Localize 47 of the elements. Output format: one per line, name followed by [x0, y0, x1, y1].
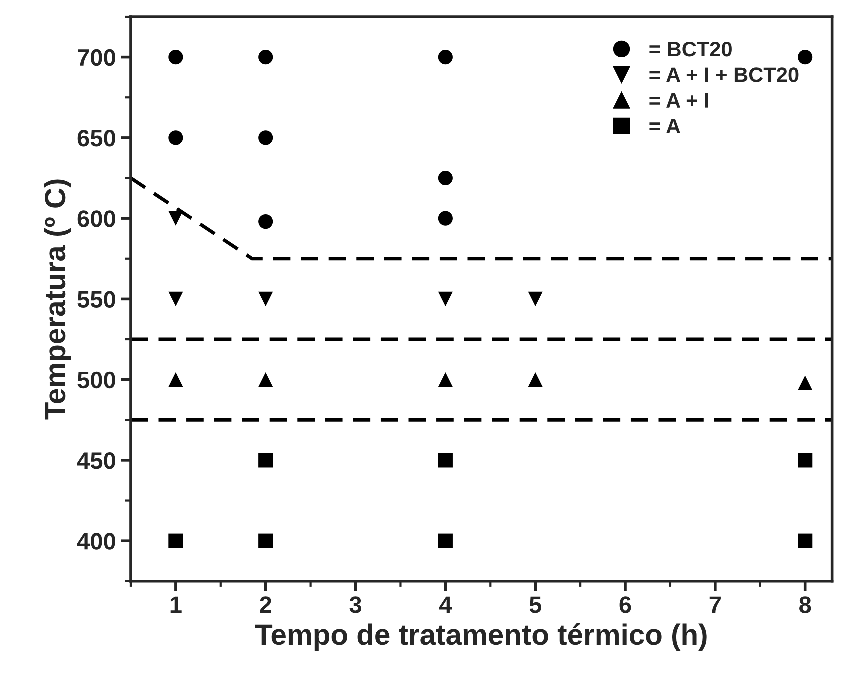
point — [798, 453, 813, 468]
y-tick-label: 700 — [78, 49, 116, 66]
legend-label: = A + I + BCT20 — [650, 68, 799, 82]
point — [438, 292, 453, 306]
point — [438, 534, 453, 548]
x-axis-title: Tempo de tratamento térmico (h) — [255, 624, 707, 651]
x-tick-label: 7 — [710, 596, 721, 614]
y-tick-label: 550 — [78, 291, 116, 308]
x-tick-label: 2 — [260, 596, 272, 614]
point — [438, 211, 453, 226]
y-tick-label: 650 — [78, 130, 116, 147]
x-tick-label: 3 — [350, 596, 362, 614]
y-tick-label: 450 — [77, 452, 116, 470]
x-tick-label: 5 — [530, 596, 542, 614]
point — [258, 214, 274, 230]
point — [168, 130, 184, 146]
point — [168, 292, 184, 306]
point — [258, 292, 274, 306]
y-axis-title: Temperatura (º C) — [44, 180, 72, 420]
x-tick-label: 6 — [620, 596, 632, 614]
legend-label: = A + I — [650, 94, 708, 108]
point — [438, 372, 453, 388]
point — [258, 453, 274, 468]
point — [798, 376, 813, 390]
point — [168, 50, 184, 65]
y-tick-label: 400 — [77, 533, 116, 550]
point — [258, 50, 274, 65]
x-tick-label: 1 — [170, 596, 182, 614]
legend-label: = BCT20 — [650, 42, 732, 57]
point — [528, 292, 543, 306]
y-tick-label: 500 — [78, 372, 116, 389]
point — [168, 372, 184, 388]
point — [258, 130, 274, 146]
point — [438, 170, 453, 186]
point — [798, 534, 813, 548]
y-tick-label: 600 — [78, 210, 116, 228]
legend-label: = A — [650, 119, 681, 134]
point — [258, 534, 274, 548]
point — [798, 50, 813, 65]
point — [258, 372, 274, 388]
point — [168, 534, 184, 548]
point — [438, 50, 453, 65]
point — [438, 453, 453, 468]
point — [528, 372, 543, 388]
x-tick-label: 8 — [800, 596, 812, 614]
point — [168, 211, 184, 226]
x-tick-label: 4 — [439, 596, 452, 614]
